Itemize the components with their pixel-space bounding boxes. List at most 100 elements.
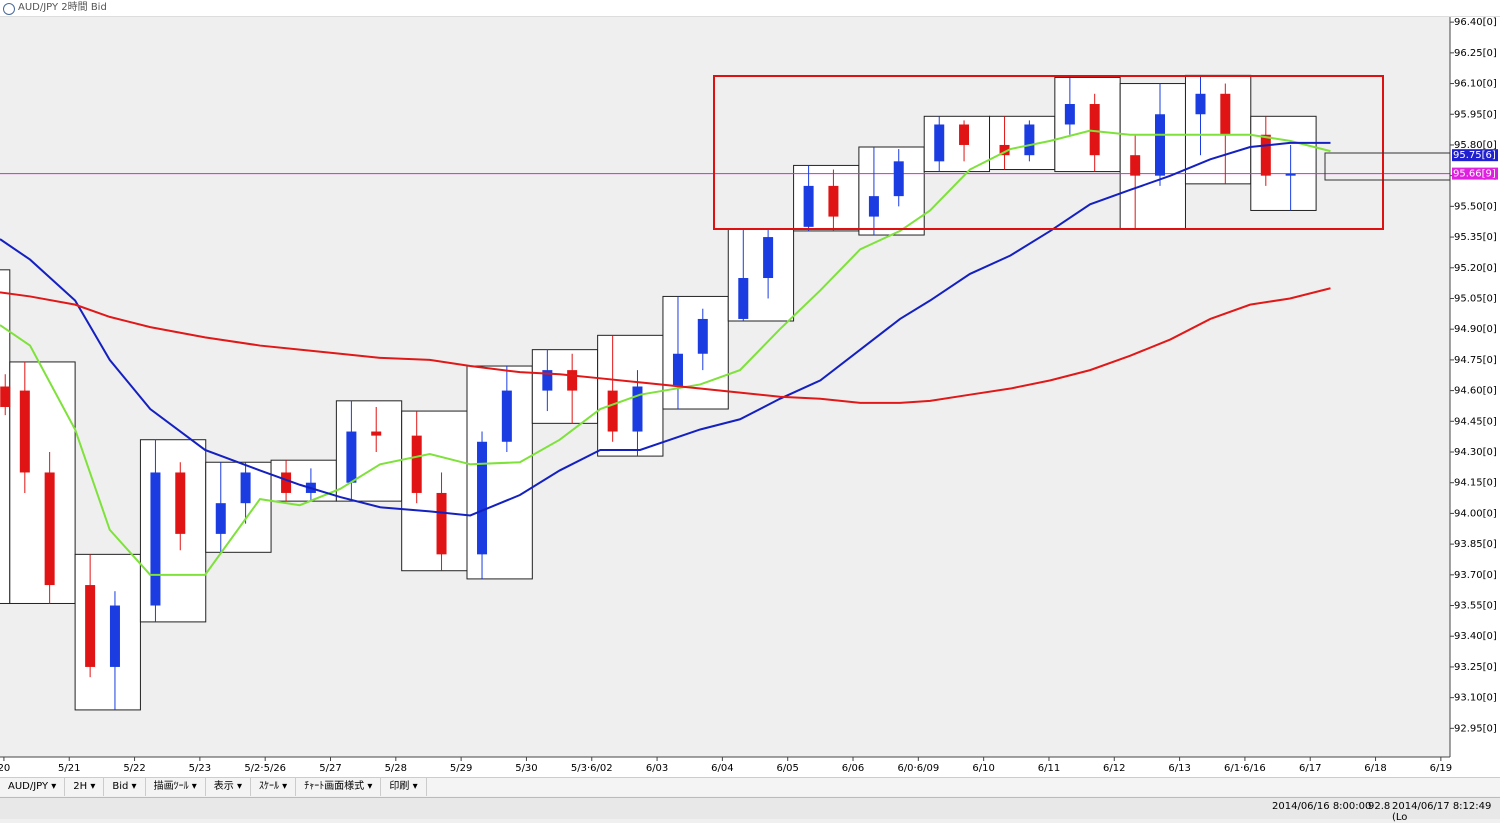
status-text: 92.8	[1368, 801, 1391, 812]
y-tick-label: 95.95[0]	[1454, 109, 1497, 120]
price-tag	[1452, 149, 1498, 162]
y-tick-label: 93.40[0]	[1454, 631, 1497, 642]
candle-body	[501, 390, 512, 442]
price-tag-label: 95.66[9]	[1453, 169, 1496, 180]
y-tick-label: 93.85[0]	[1454, 539, 1497, 550]
candle-body	[281, 472, 292, 493]
candle-body	[803, 185, 814, 227]
status-text: 2014/06/17 8:12:49 (Lo	[1392, 801, 1492, 823]
candle-body	[477, 441, 488, 555]
candle-body	[632, 386, 643, 432]
status-text: 2014/06/16 8:00:00	[1272, 801, 1372, 812]
candle-body	[0, 386, 11, 407]
day-range-box	[466, 365, 533, 580]
time-axis-bg	[0, 757, 1450, 777]
x-tick-label: 5/2·5/26	[244, 763, 286, 774]
status-bar: 2014/06/16 8:00:00 92.8 2014/06/17 8:12:49…	[0, 797, 1500, 823]
title-bar: AUD/JPY 2時間 Bid	[0, 0, 1500, 17]
x-tick-label: 6/10	[972, 763, 994, 774]
y-tick-label: 96.10[0]	[1454, 79, 1497, 90]
price-tag-label: 95.75[6]	[1453, 150, 1496, 161]
moving-average	[0, 141, 1331, 517]
x-tick-label: 6/0·6/09	[897, 763, 939, 774]
candle-body	[1089, 104, 1100, 156]
candle-body	[763, 237, 774, 279]
toolbar-button[interactable]: 2H ▾	[65, 778, 105, 796]
candle-body	[672, 353, 683, 387]
toolbar: AUD/JPY ▾ 2H ▾ Bid ▾ 描画ﾂｰﾙ ▾ 表示 ▾ ｽｹｰﾙ ▾ ﾁｬｰﾄ画…	[0, 777, 1500, 796]
x-tick-label: 20	[0, 763, 10, 774]
day-range-box	[858, 146, 925, 236]
candle-body	[1024, 124, 1035, 156]
day-range-box	[401, 410, 468, 572]
y-tick-label: 93.55[0]	[1454, 601, 1497, 612]
x-tick-label: 5/21	[58, 763, 80, 774]
candle-body	[738, 278, 749, 319]
candle-body	[1064, 104, 1075, 125]
y-tick-label: 94.15[0]	[1454, 478, 1497, 489]
toolbar-button[interactable]: 表示 ▾	[206, 778, 251, 796]
candle-body	[1260, 134, 1271, 176]
day-range-box	[139, 439, 207, 623]
y-tick-label: 94.30[0]	[1454, 447, 1497, 458]
candle-body	[436, 492, 447, 555]
x-tick-label: 6/17	[1299, 763, 1321, 774]
x-tick-label: 5/3·6/02	[571, 763, 613, 774]
toolbar-button[interactable]: Bid ▾	[104, 778, 146, 796]
toolbar-button[interactable]: AUD/JPY ▾	[0, 778, 66, 796]
candle-body	[371, 431, 382, 436]
moving-average	[0, 287, 1331, 404]
candle-body	[1285, 173, 1296, 176]
y-tick-label: 96.25[0]	[1454, 48, 1497, 59]
day-range-box	[923, 115, 991, 173]
candle-body	[1195, 93, 1206, 115]
x-tick-label: 6/03	[646, 763, 668, 774]
candle-body	[893, 161, 904, 197]
y-tick-label: 95.20[0]	[1454, 263, 1497, 274]
candle-body	[215, 503, 226, 534]
candle-body	[542, 370, 553, 391]
day-range-box	[727, 228, 795, 322]
y-tick-label: 92.95[0]	[1454, 723, 1497, 734]
x-tick-label: 6/05	[776, 763, 798, 774]
x-tick-label: 5/23	[189, 763, 211, 774]
toolbar-button[interactable]: 印刷 ▾	[381, 778, 427, 796]
candle-body	[1130, 155, 1141, 176]
x-tick-label: 6/04	[711, 763, 733, 774]
toolbar-button[interactable]: ﾁｬｰﾄ画面様式 ▾	[296, 778, 382, 796]
candle-body	[999, 144, 1010, 156]
candle-body	[346, 431, 357, 483]
day-range-box	[74, 553, 141, 711]
price-box	[1324, 152, 1451, 181]
day-range-box	[1119, 83, 1186, 230]
y-tick-label: 94.75[0]	[1454, 355, 1497, 366]
candle-body	[150, 472, 161, 606]
candle-body	[828, 185, 839, 217]
x-tick-label: 5/30	[515, 763, 537, 774]
x-tick-label: 5/29	[450, 763, 472, 774]
chart: 96.40[0] 96.25[0] 96.10[0] 95.95[0] 95.80[0]…	[0, 17, 1500, 777]
toolbar-button[interactable]: 描画ﾂｰﾙ ▾	[146, 778, 206, 796]
candle-body	[1155, 114, 1165, 176]
x-tick-label: 5/28	[385, 763, 407, 774]
x-tick-label: 6/1·6/16	[1224, 763, 1266, 774]
candle-body	[175, 472, 186, 534]
candle-body	[697, 318, 708, 354]
candle-body	[1220, 93, 1231, 135]
x-tick-label: 6/13	[1168, 763, 1190, 774]
toolbar-button[interactable]: ｽｹｰﾙ ▾	[251, 778, 297, 796]
y-tick-label: 96.40[0]	[1454, 17, 1497, 28]
y-tick-label: 95.80[0]	[1454, 140, 1497, 151]
y-tick-label: 95.50[0]	[1454, 201, 1497, 212]
day-range-box	[531, 349, 599, 424]
candle-body	[567, 370, 578, 391]
day-range-box	[1054, 76, 1121, 173]
candle-body	[959, 124, 970, 145]
x-tick-label: 6/06	[842, 763, 864, 774]
day-range-box	[597, 334, 664, 457]
y-tick-label: 93.25[0]	[1454, 662, 1497, 673]
candle-body	[240, 472, 251, 504]
price-axis-bg	[1450, 17, 1500, 777]
y-tick-label: 93.70[0]	[1454, 570, 1497, 581]
day-range-box	[1184, 74, 1252, 185]
